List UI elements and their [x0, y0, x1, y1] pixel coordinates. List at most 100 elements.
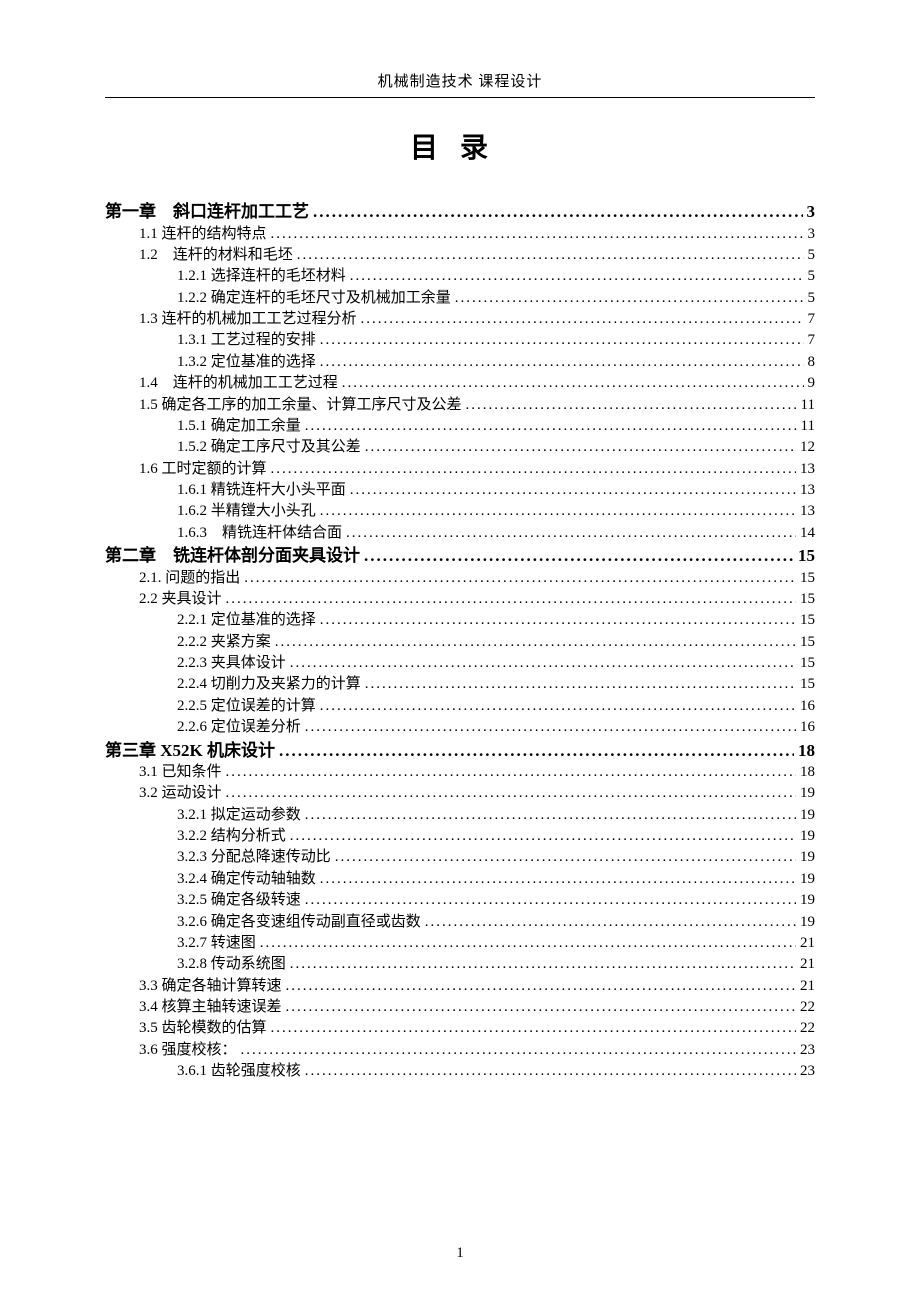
- toc-leader-dots: [342, 376, 804, 391]
- toc-entry-label: 2.2.1 定位基准的选择: [177, 613, 316, 628]
- toc-leader-dots: [346, 526, 796, 541]
- toc-entry-label: 1.6.3 精铣连杆体结合面: [177, 526, 342, 541]
- toc-entry-page: 5: [808, 248, 816, 263]
- toc-entry: 3.5 齿轮模数的估算 22: [105, 1018, 815, 1039]
- toc-entry-label: 1.6 工时定额的计算: [139, 462, 267, 477]
- toc-leader-dots: [313, 203, 803, 220]
- toc-entry-page: 3: [807, 203, 816, 220]
- toc-entry-page: 12: [800, 440, 815, 455]
- toc-leader-dots: [305, 808, 796, 823]
- toc-leader-dots: [226, 765, 796, 780]
- toc-entry: 3.2.7 转速图21: [105, 933, 815, 954]
- toc-entry: 1.3.1 工艺过程的安排7: [105, 330, 815, 351]
- toc-entry-page: 22: [800, 1000, 815, 1015]
- toc-entry-page: 15: [800, 635, 815, 650]
- toc-leader-dots: [260, 936, 796, 951]
- toc-entry-label: 1.4 连杆的机械加工工艺过程: [139, 376, 338, 391]
- toc-entry-label: 3.2.3 分配总降速传动比: [177, 850, 331, 865]
- toc-entry-page: 5: [808, 291, 816, 306]
- toc-entry: 1.5.2 确定工序尺寸及其公差 12: [105, 437, 815, 458]
- toc-leader-dots: [350, 269, 804, 284]
- toc-entry-label: 1.6.2 半精镗大小头孔: [177, 504, 316, 519]
- toc-entry-page: 5: [808, 269, 816, 284]
- toc-entry-page: 14: [800, 526, 815, 541]
- toc-entry: 2.2.6 定位误差分析16: [105, 717, 815, 738]
- toc-entry: 3.2.6 确定各变速组传动副直径或齿数 19: [105, 911, 815, 932]
- toc-entry: 3.2.8 传动系统图21: [105, 954, 815, 975]
- toc-entry-label: 3.5 齿轮模数的估算: [139, 1021, 267, 1036]
- toc-entry: 3.2 运动设计19: [105, 783, 815, 804]
- toc-entry: 1.5 确定各工序的加工余量、计算工序尺寸及公差11: [105, 394, 815, 415]
- toc-leader-dots: [290, 957, 796, 972]
- toc-entry-label: 1.3.2 定位基准的选择: [177, 355, 316, 370]
- toc-entry: 3.4 核算主轴转速误差22: [105, 997, 815, 1018]
- toc-leader-dots: [241, 1043, 796, 1058]
- toc-leader-dots: [290, 829, 796, 844]
- toc-entry: 2.2.3 夹具体设计 15: [105, 653, 815, 674]
- toc-entry-page: 18: [798, 742, 815, 759]
- toc-entry: 1.6.2 半精镗大小头孔13: [105, 501, 815, 522]
- toc-entry: 1.6.1 精铣连杆大小头平面13: [105, 480, 815, 501]
- toc-entry-page: 15: [800, 571, 815, 586]
- page-title: 目录: [105, 126, 815, 166]
- toc-entry-label: 3.1 已知条件: [139, 765, 222, 780]
- toc-entry: 3.2.5 确定各级转速19: [105, 890, 815, 911]
- toc-leader-dots: [320, 872, 796, 887]
- toc-leader-dots: [305, 419, 797, 434]
- toc-entry-label: 2.1. 问题的指出: [139, 571, 240, 586]
- toc-leader-dots: [226, 592, 796, 607]
- toc-entry: 1.1 连杆的结构特点3: [105, 223, 815, 244]
- toc-entry: 3.1 已知条件 18: [105, 762, 815, 783]
- toc-entry-page: 15: [800, 656, 815, 671]
- table-of-contents: 第一章 斜口连杆加工工艺31.1 连杆的结构特点31.2 连杆的材料和毛坯51.…: [105, 200, 815, 1082]
- toc-entry-page: 15: [798, 547, 815, 564]
- toc-entry: 2.2.1 定位基准的选择15: [105, 610, 815, 631]
- toc-leader-dots: [290, 656, 796, 671]
- toc-leader-dots: [271, 227, 804, 242]
- toc-entry: 2.2 夹具设计15: [105, 589, 815, 610]
- toc-entry-page: 9: [808, 376, 816, 391]
- toc-entry-label: 3.3 确定各轴计算转速: [139, 979, 282, 994]
- toc-entry: 3.2.1 拟定运动参数19: [105, 805, 815, 826]
- toc-entry-label: 3.6 强度校核：: [139, 1043, 237, 1058]
- toc-leader-dots: [425, 915, 796, 930]
- toc-leader-dots: [364, 547, 794, 564]
- toc-entry-page: 15: [800, 677, 815, 692]
- toc-entry-page: 22: [800, 1021, 815, 1036]
- toc-entry-label: 1.2.1 选择连杆的毛坯材料: [177, 269, 346, 284]
- toc-entry-label: 第二章 铣连杆体剖分面夹具设计: [105, 547, 360, 564]
- toc-entry-label: 3.2.2 结构分析式: [177, 829, 286, 844]
- toc-entry-page: 19: [800, 786, 815, 801]
- toc-entry: 2.2.2 夹紧方案15: [105, 632, 815, 653]
- toc-entry-page: 19: [800, 850, 815, 865]
- toc-entry-page: 3: [808, 227, 816, 242]
- toc-entry-label: 2.2 夹具设计: [139, 592, 222, 607]
- toc-entry: 3.2.4 确定传动轴轴数19: [105, 869, 815, 890]
- toc-entry-label: 3.2.6 确定各变速组传动副直径或齿数: [177, 915, 421, 930]
- toc-leader-dots: [361, 312, 804, 327]
- toc-entry-page: 7: [808, 312, 816, 327]
- toc-leader-dots: [305, 893, 796, 908]
- toc-leader-dots: [365, 440, 796, 455]
- toc-entry-page: 19: [800, 808, 815, 823]
- toc-entry: 2.2.4 切削力及夹紧力的计算15: [105, 674, 815, 695]
- toc-entry-label: 3.2.7 转速图: [177, 936, 256, 951]
- toc-entry-label: 2.2.3 夹具体设计: [177, 656, 286, 671]
- toc-leader-dots: [320, 504, 796, 519]
- toc-entry-page: 19: [800, 829, 815, 844]
- toc-leader-dots: [466, 398, 797, 413]
- toc-entry-page: 19: [800, 915, 815, 930]
- toc-entry: 3.2.2 结构分析式 19: [105, 826, 815, 847]
- toc-leader-dots: [365, 677, 796, 692]
- toc-leader-dots: [279, 742, 794, 759]
- toc-entry: 1.2.1 选择连杆的毛坯材料 5: [105, 266, 815, 287]
- toc-entry-label: 1.5.2 确定工序尺寸及其公差: [177, 440, 361, 455]
- toc-leader-dots: [335, 850, 796, 865]
- toc-leader-dots: [320, 355, 804, 370]
- toc-entry-page: 11: [801, 419, 815, 434]
- page-container: 机械制造技术 课程设计 目录 第一章 斜口连杆加工工艺31.1 连杆的结构特点3…: [0, 0, 920, 1122]
- toc-entry-label: 1.3 连杆的机械加工工艺过程分析: [139, 312, 357, 327]
- toc-entry: 1.2.2 确定连杆的毛坯尺寸及机械加工余量5: [105, 288, 815, 309]
- toc-entry-page: 18: [800, 765, 815, 780]
- toc-entry: 3.6.1 齿轮强度校核23: [105, 1061, 815, 1082]
